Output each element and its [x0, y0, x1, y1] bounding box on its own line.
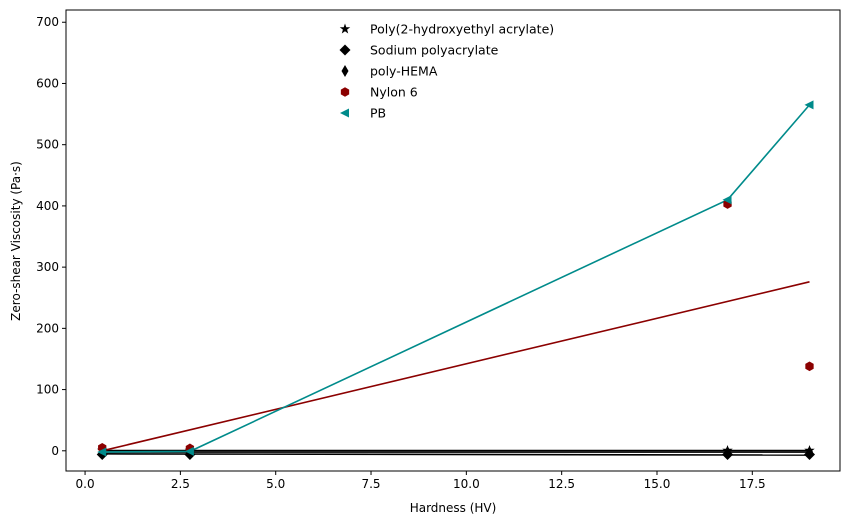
y-tick-label: 100 — [36, 383, 59, 397]
data-point — [804, 100, 814, 110]
legend: Poly(2-hydroxyethyl acrylate) Sodium poly… — [339, 22, 554, 121]
x-axis-ticks: 0.0 2.5 5.0 7.5 10.0 12.5 15.0 17.5 — [76, 471, 766, 491]
plot-frame — [65, 9, 841, 472]
legend-label: PB — [370, 106, 386, 121]
x-tick-label: 12.5 — [548, 477, 575, 491]
y-axis-ticks: 0 100 200 300 400 500 600 700 — [36, 15, 66, 458]
data-point — [97, 447, 107, 457]
plot-area — [66, 10, 840, 471]
x-tick-label: 5.0 — [266, 477, 285, 491]
legend-marker — [341, 65, 349, 77]
legend-label: poly-HEMA — [370, 64, 438, 79]
legend-marker — [339, 23, 351, 34]
y-axis-label: Zero-shear Viscosity (Pa·s) — [9, 161, 23, 321]
x-tick-label: 15.0 — [644, 477, 671, 491]
data-point — [805, 446, 813, 459]
data-point — [184, 446, 194, 456]
legend-marker — [340, 108, 349, 118]
data-point — [722, 195, 732, 205]
fit-line — [102, 281, 810, 452]
y-tick-label: 300 — [36, 260, 59, 274]
legend-label: Sodium polyacrylate — [370, 43, 499, 58]
x-tick-label: 10.0 — [453, 477, 480, 491]
data-point — [724, 446, 732, 459]
fit-line — [102, 104, 811, 453]
y-tick-label: 400 — [36, 199, 59, 213]
x-tick-label: 17.5 — [739, 477, 766, 491]
legend-label: Poly(2-hydroxyethyl acrylate) — [370, 22, 554, 37]
data-point — [805, 361, 814, 372]
y-tick-label: 0 — [51, 444, 59, 458]
x-tick-label: 7.5 — [361, 477, 380, 491]
y-tick-label: 700 — [36, 15, 59, 29]
x-tick-label: 2.5 — [171, 477, 190, 491]
y-tick-label: 200 — [36, 321, 59, 335]
x-tick-label: 0.0 — [76, 477, 95, 491]
data-points — [96, 100, 815, 460]
fit-lines — [102, 104, 811, 456]
legend-label: Nylon 6 — [370, 85, 418, 100]
fit-line — [102, 453, 810, 456]
y-tick-label: 600 — [36, 76, 59, 90]
x-axis-label: Hardness (HV) — [410, 501, 497, 515]
y-tick-label: 500 — [36, 138, 59, 152]
legend-marker — [339, 44, 351, 56]
legend-marker — [340, 87, 350, 97]
